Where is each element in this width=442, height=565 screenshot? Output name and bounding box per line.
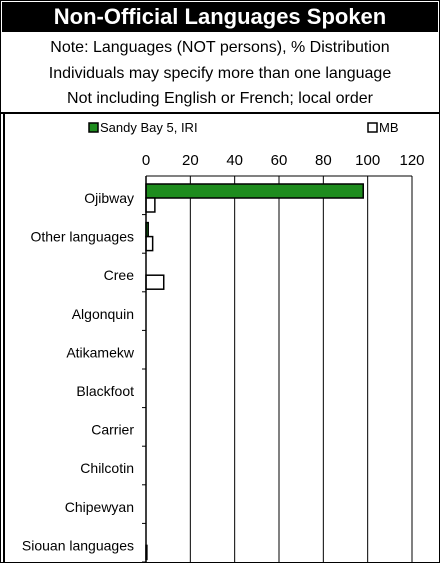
- bar-chart: 0 20 40 60 80 100 120 Ojibway Other languages Cre…: [3, 113, 425, 563]
- x-tick-label: 80: [315, 152, 332, 169]
- notes-divider: [1, 112, 439, 114]
- category-label: Ojibway: [84, 190, 134, 206]
- bar-mb: [145, 235, 154, 252]
- x-tick-label: 120: [399, 152, 424, 169]
- category-label: Atikamekw: [66, 344, 135, 360]
- bar-mb: [145, 274, 165, 290]
- category-label: Other languages: [30, 229, 134, 245]
- category-label: Siouan languages: [22, 537, 134, 553]
- category-label: Cree: [104, 267, 135, 283]
- bar-sandy-bay: [145, 183, 364, 199]
- x-tick-label: 0: [142, 152, 150, 169]
- legend-swatch-mb: [367, 122, 378, 133]
- legend-label-mb: MB: [379, 120, 399, 135]
- bar-mb: [145, 197, 156, 213]
- note-line-1: Note: Languages (NOT persons), % Distrib…: [50, 39, 390, 56]
- chart-title: Non-Official Languages Spoken: [2, 2, 438, 32]
- x-tick-label: 60: [271, 152, 288, 169]
- legend-swatch-sandy-bay: [88, 122, 99, 133]
- x-tick-label: 20: [182, 152, 199, 169]
- category-label: Carrier: [91, 422, 134, 438]
- category-label: Algonquin: [72, 306, 134, 322]
- x-tick-label: 40: [226, 152, 243, 169]
- category-label: Chipewyan: [65, 499, 134, 515]
- note-line-2: Individuals may specify more than one la…: [48, 65, 392, 82]
- note-line-3: Not including English or French; local o…: [67, 90, 373, 107]
- category-label: Chilcotin: [80, 460, 134, 476]
- category-label: Blackfoot: [76, 383, 134, 399]
- legend-label-sandy-bay: Sandy Bay 5, IRI: [100, 120, 198, 135]
- x-tick-label: 100: [355, 152, 380, 169]
